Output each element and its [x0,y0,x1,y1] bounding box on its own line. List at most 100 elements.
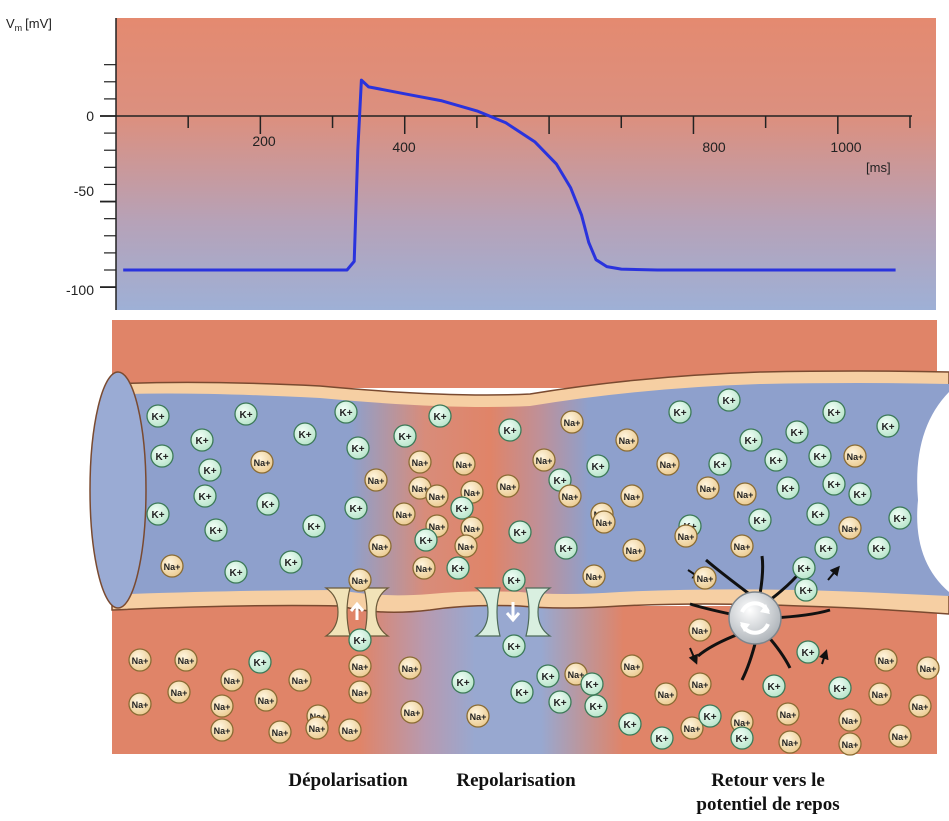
potassium-ion: K+ [190,428,214,452]
svg-text:K+: K+ [781,484,794,495]
potassium-ion: K+ [717,388,741,412]
svg-text:Na+: Na+ [564,418,581,428]
sodium-ion: Na+ [733,482,757,506]
sodium-ion: Na+ [778,730,802,754]
sodium-ion: Na+ [693,566,717,590]
potassium-ion: K+ [888,506,912,530]
potassium-ion: K+ [867,536,891,560]
sodium-potassium-pump [687,555,840,681]
potassium-ion: K+ [224,560,248,584]
svg-text:K+: K+ [353,636,366,647]
svg-text:K+: K+ [253,658,266,669]
svg-text:Na+: Na+ [352,662,369,672]
potassium-ion: K+ [848,482,872,506]
sodium-ion: Na+ [843,444,867,468]
sodium-ion: Na+ [688,618,712,642]
sodium-ion: Na+ [348,680,372,704]
svg-text:Na+: Na+ [700,484,717,494]
potassium-ion: K+ [762,674,786,698]
sodium-ion: Na+ [592,510,616,534]
action-potential-chart: Vm [mV] [ms] 0 -50 -100 200 400 800 1000 [6,16,936,310]
svg-text:Na+: Na+ [500,482,517,492]
sodium-ion: Na+ [730,710,754,734]
action-potential-trace [123,78,896,272]
potassium-ion: K+ [414,528,438,552]
svg-text:Na+: Na+ [292,676,309,686]
svg-text:K+: K+ [513,528,526,539]
potassium-ion: K+ [428,404,452,428]
svg-text:K+: K+ [881,422,894,433]
svg-text:Na+: Na+ [692,680,709,690]
svg-text:K+: K+ [833,684,846,695]
svg-text:K+: K+ [198,492,211,503]
chart-axes [100,18,912,310]
svg-text:K+: K+ [801,648,814,659]
pump-icon [728,591,782,645]
ion-layer: K+ K+ K+ K+ K+ K+ K+ K+ Na+ Na+ K+ K+ K+ K+ K+ K+ K+ K+ Na… [128,388,940,756]
svg-text:K+: K+ [585,680,598,691]
potassium-ion: K+ [302,514,326,538]
svg-text:K+: K+ [872,544,885,555]
svg-text:K+: K+ [744,436,757,447]
svg-text:Na+: Na+ [352,688,369,698]
svg-text:K+: K+ [351,444,364,455]
svg-text:Na+: Na+ [164,562,181,572]
svg-text:K+: K+ [339,408,352,419]
svg-text:K+: K+ [713,460,726,471]
svg-text:Na+: Na+ [596,518,613,528]
svg-text:Na+: Na+ [678,532,695,542]
svg-text:Na+: Na+ [254,458,271,468]
potassium-ion: K+ [510,680,534,704]
svg-text:K+: K+ [456,678,469,689]
potassium-ion: K+ [344,496,368,520]
potassium-ion: K+ [548,690,572,714]
sodium-ion: Na+ [674,524,698,548]
svg-text:K+: K+ [827,408,840,419]
sodium-ion: Na+ [425,484,449,508]
potassium-ion: K+ [150,444,174,468]
sodium-ion: Na+ [776,702,800,726]
svg-text:K+: K+ [195,436,208,447]
sodium-ion: Na+ [364,468,388,492]
potassium-ion: K+ [536,664,560,688]
y-tick-label-minus100: -100 [66,282,94,298]
x-tick-label-800: 800 [702,139,726,155]
chart-plot-area [116,18,936,310]
potassium-ion: K+ [822,472,846,496]
svg-text:Na+: Na+ [586,572,603,582]
sodium-channel [324,587,390,637]
svg-text:Na+: Na+ [692,626,709,636]
svg-text:K+: K+ [797,564,810,575]
potassium-ion: K+ [806,502,830,526]
sodium-ion: Na+ [838,708,862,732]
svg-text:K+: K+ [229,568,242,579]
sodium-ion: Na+ [582,564,606,588]
sodium-ion: Na+ [400,700,424,724]
svg-text:Na+: Na+ [684,724,701,734]
potassium-ion: K+ [508,520,532,544]
sodium-ion: Na+ [160,554,184,578]
potassium-ion: K+ [828,676,852,700]
sodium-ion: Na+ [408,450,432,474]
svg-text:K+: K+ [541,672,554,683]
sodium-ion: Na+ [466,704,490,728]
svg-text:K+: K+ [673,408,686,419]
potassium-ion: K+ [334,400,358,424]
potassium-ion: K+ [668,400,692,424]
sodium-ion: Na+ [908,694,932,718]
svg-text:K+: K+ [433,412,446,423]
potassium-ion: K+ [293,422,317,446]
potassium-ion: K+ [584,694,608,718]
sodium-ion: Na+ [680,716,704,740]
svg-text:Na+: Na+ [272,728,289,738]
svg-text:Na+: Na+ [737,490,754,500]
svg-text:Na+: Na+ [342,726,359,736]
svg-text:K+: K+ [298,430,311,441]
sodium-ion: Na+ [838,732,862,756]
svg-text:Na+: Na+ [842,740,859,750]
svg-text:Na+: Na+ [624,492,641,502]
svg-text:K+: K+ [203,466,216,477]
potassium-ion: K+ [146,502,170,526]
svg-text:Na+: Na+ [214,726,231,736]
svg-text:Na+: Na+ [892,732,909,742]
